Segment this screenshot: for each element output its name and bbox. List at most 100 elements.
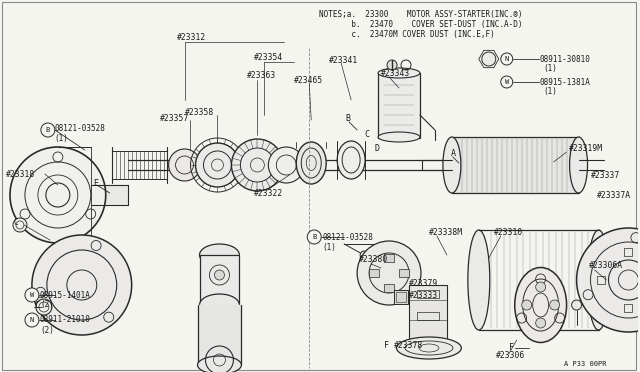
Ellipse shape: [296, 142, 326, 184]
Ellipse shape: [378, 132, 420, 142]
Ellipse shape: [378, 68, 420, 78]
Ellipse shape: [515, 267, 566, 343]
Text: (1): (1): [55, 134, 68, 142]
Text: #23341: #23341: [329, 55, 358, 64]
Text: #23337: #23337: [591, 170, 620, 180]
Text: #23318: #23318: [6, 170, 35, 179]
Text: C: C: [14, 218, 19, 227]
Text: #23378: #23378: [394, 340, 423, 350]
Ellipse shape: [397, 337, 461, 359]
Bar: [399, 269, 409, 277]
Circle shape: [25, 288, 39, 302]
Bar: [625, 304, 632, 312]
Text: (2): (2): [40, 301, 54, 310]
Circle shape: [500, 76, 513, 88]
Text: b.  23470    COVER SET-DUST (INC.A-D): b. 23470 COVER SET-DUST (INC.A-D): [319, 19, 523, 29]
Bar: [596, 276, 605, 284]
Polygon shape: [378, 73, 420, 137]
Text: (1): (1): [543, 64, 557, 73]
Bar: [384, 284, 394, 292]
Circle shape: [572, 300, 582, 310]
Text: A: A: [451, 148, 456, 157]
Text: #23310: #23310: [494, 228, 523, 237]
Bar: [200, 255, 239, 305]
Ellipse shape: [588, 230, 609, 330]
Circle shape: [375, 256, 383, 264]
Ellipse shape: [200, 294, 239, 316]
Ellipse shape: [443, 137, 461, 193]
Bar: [625, 248, 632, 256]
Text: c.  23470M COVER DUST (INC.E,F): c. 23470M COVER DUST (INC.E,F): [319, 29, 495, 38]
Circle shape: [10, 147, 106, 243]
Text: (1): (1): [322, 243, 336, 251]
Circle shape: [482, 52, 496, 66]
Text: #23319M: #23319M: [568, 144, 603, 153]
Text: #23312: #23312: [177, 32, 206, 42]
Ellipse shape: [468, 230, 490, 330]
Text: #23338M: #23338M: [429, 228, 463, 237]
Circle shape: [13, 218, 27, 232]
Text: E: E: [93, 179, 98, 187]
Circle shape: [500, 53, 513, 65]
Bar: [396, 292, 406, 302]
Bar: [384, 254, 394, 262]
Circle shape: [41, 123, 55, 137]
Text: W: W: [30, 292, 34, 298]
Text: N: N: [504, 56, 509, 62]
Circle shape: [168, 149, 200, 181]
Text: #23380: #23380: [359, 256, 388, 264]
Circle shape: [268, 147, 304, 183]
Circle shape: [357, 241, 421, 305]
Bar: [394, 290, 408, 304]
Text: #23354: #23354: [254, 52, 284, 61]
Bar: [417, 290, 439, 298]
Text: B: B: [45, 127, 50, 133]
Text: #23337A: #23337A: [596, 190, 630, 199]
Ellipse shape: [200, 244, 239, 266]
Text: C: C: [34, 301, 39, 310]
Text: #23322: #23322: [254, 189, 284, 198]
Text: C: C: [364, 129, 369, 138]
Ellipse shape: [570, 137, 588, 193]
Circle shape: [536, 282, 546, 292]
Text: #23306: #23306: [496, 352, 525, 360]
Text: 08121-03528: 08121-03528: [322, 232, 373, 241]
Circle shape: [195, 143, 239, 187]
Text: #23357: #23357: [159, 113, 189, 122]
Text: 08915-1401A: 08915-1401A: [40, 291, 91, 299]
Circle shape: [360, 251, 368, 259]
Bar: [378, 73, 420, 138]
Circle shape: [522, 300, 532, 310]
Bar: [409, 285, 447, 340]
Text: B: B: [345, 113, 350, 122]
Circle shape: [536, 318, 546, 328]
Ellipse shape: [337, 141, 365, 179]
Text: 08915-1381A: 08915-1381A: [540, 77, 591, 87]
Text: 08121-03528: 08121-03528: [55, 124, 106, 132]
Circle shape: [387, 60, 397, 70]
Circle shape: [32, 235, 132, 335]
Circle shape: [36, 299, 52, 315]
Text: 08911-21010: 08911-21010: [40, 315, 91, 324]
Text: (1): (1): [543, 87, 557, 96]
Bar: [417, 312, 439, 320]
Ellipse shape: [198, 356, 241, 372]
Circle shape: [25, 313, 39, 327]
Text: D: D: [374, 144, 379, 153]
Text: #23358: #23358: [184, 108, 214, 116]
Text: #23333: #23333: [409, 291, 438, 299]
Circle shape: [232, 139, 284, 191]
Text: F: F: [509, 343, 514, 353]
Text: (2): (2): [40, 326, 54, 334]
Text: F: F: [384, 340, 389, 350]
Text: #23343: #23343: [381, 68, 410, 77]
Circle shape: [307, 230, 321, 244]
Circle shape: [214, 270, 225, 280]
Bar: [369, 269, 379, 277]
Text: #23306A: #23306A: [589, 260, 623, 269]
Text: B: B: [312, 234, 316, 240]
Text: N: N: [30, 317, 34, 323]
Text: #23379: #23379: [409, 279, 438, 288]
Text: 08911-30810: 08911-30810: [540, 55, 591, 64]
Circle shape: [550, 300, 559, 310]
